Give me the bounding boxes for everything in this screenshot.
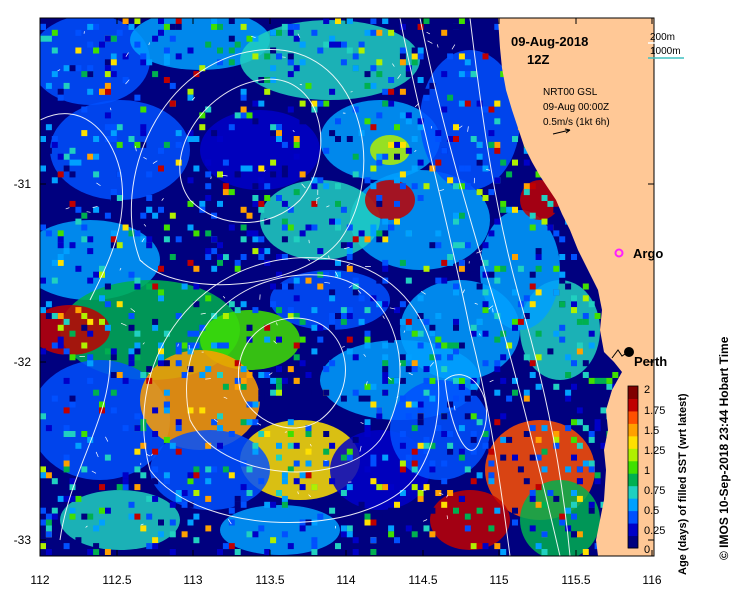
colorbar-frame — [627, 385, 639, 549]
vector-reference: 0.5m/s (1kt 6h) — [543, 117, 610, 128]
credit-text: © IMOS 10-Sep-2018 23:44 Hobart Time — [717, 336, 731, 560]
argo-label: Argo — [633, 246, 663, 261]
y-tick-label: -33 — [14, 533, 32, 547]
axis-ticks — [39, 18, 654, 556]
plot-frame — [39, 17, 655, 557]
x-tick-label: 112.5 — [102, 573, 131, 587]
colorbar-title: Age (days) of filled SST (wrt latest) — [677, 393, 689, 575]
colorbar-tick-label: 0.5 — [644, 505, 659, 517]
x-axis: 112 112.5 113 113.5 114 114.5 115 115.5 … — [30, 573, 661, 587]
colorbar: 2 1.75 1.5 1.25 1 0.75 0.5 0.25 0 Age (d… — [627, 384, 689, 575]
current-vectors — [57, 31, 494, 529]
x-tick-label: 115.5 — [561, 573, 590, 587]
ssh-contours — [40, 18, 571, 556]
vector-reference-arrow — [552, 129, 571, 135]
colorbar-tick-label: 2 — [644, 384, 650, 396]
colorbar-tick-label: 1.25 — [644, 445, 665, 457]
y-tick-label: -32 — [14, 355, 32, 369]
river-icon — [611, 349, 629, 359]
vector-time: 09-Aug 00:00Z — [543, 102, 609, 113]
y-axis: -31 -32 -33 — [14, 177, 32, 547]
colorbar-gradient — [628, 386, 638, 549]
argo-float-marker: Argo — [614, 246, 663, 261]
colorbar-tick-label: 1.5 — [644, 425, 659, 437]
x-tick-label: 112 — [30, 573, 49, 587]
land-mass — [498, 18, 654, 556]
scale-200m-label: 200m — [650, 32, 675, 43]
scale-1000m-label: 1000m — [650, 46, 681, 57]
x-tick-label: 114 — [336, 573, 355, 587]
colorbar-tick-label: 0.75 — [644, 485, 665, 497]
arrow-head-icon — [564, 128, 571, 134]
x-tick-label: 114.5 — [408, 573, 437, 587]
map-date: 09-Aug-2018 — [511, 34, 588, 49]
vector-source: NRT00 GSL — [543, 87, 598, 98]
city-dot-icon — [624, 347, 634, 357]
colorbar-tick-label: 0 — [644, 544, 650, 556]
y-tick-label: -31 — [14, 177, 32, 191]
perth-label: Perth — [634, 354, 667, 369]
argo-float-icon — [614, 248, 624, 258]
colorbar-tick-label: 0.25 — [644, 525, 665, 537]
x-tick-label: 115 — [489, 573, 508, 587]
colorbar-tick-label: 1 — [644, 465, 650, 477]
sst-age-field — [40, 18, 654, 556]
map-hour: 12Z — [527, 52, 549, 67]
current-vector-legend: NRT00 GSL 09-Aug 00:00Z 0.5m/s (1kt 6h) — [543, 87, 610, 135]
x-tick-label: 113 — [183, 573, 202, 587]
x-tick-label: 116 — [642, 573, 661, 587]
x-tick-label: 113.5 — [255, 573, 284, 587]
colorbar-tick-label: 1.75 — [644, 405, 665, 417]
contour-scale-legend: 200m 1000m — [648, 32, 684, 59]
perth-city-marker: Perth — [611, 347, 667, 369]
